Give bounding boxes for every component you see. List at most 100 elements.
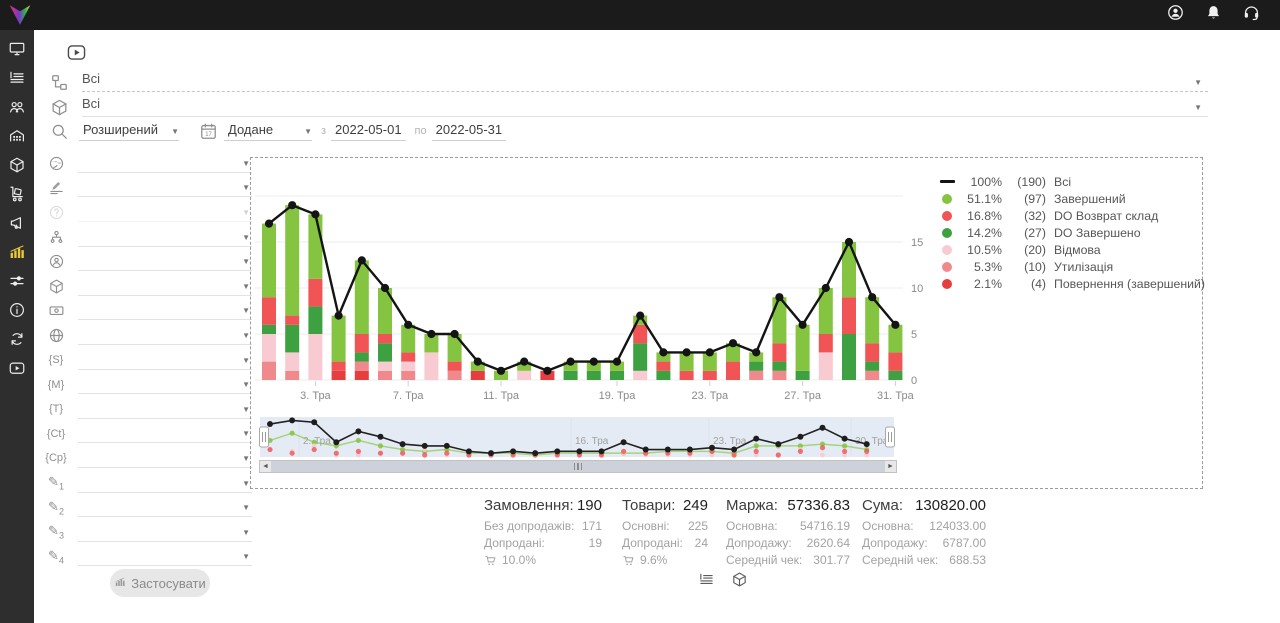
- warehouse-icon: [10, 129, 24, 141]
- sidebar-item-orders[interactable]: [0, 63, 34, 92]
- stat-sub-value: 225: [687, 519, 708, 533]
- filter-geo-select[interactable]: ▼: [78, 154, 252, 173]
- stat-sub-value: 688.53: [949, 553, 986, 567]
- product-filter-select[interactable]: Всі ▼: [82, 96, 1208, 117]
- filter-tag-ct-select[interactable]: ▼: [78, 424, 252, 444]
- stat-sub-label: Допродажу:: [726, 536, 792, 550]
- stat-sub-value: 6787.00: [942, 536, 986, 550]
- legend-item[interactable]: 10.5% (20) Відмова: [939, 241, 1205, 258]
- cube-icon: [49, 279, 63, 294]
- chevron-down-icon: ▼: [242, 404, 250, 414]
- date-field-select[interactable]: Додане ▼: [224, 122, 312, 141]
- filter-description: ▼: [44, 176, 252, 201]
- orders-status-chart[interactable]: 0 5 10 15 3. Тра 7. Тра 11. Тра 19. Тра 23. Тра 2…: [255, 168, 945, 413]
- chart-range-navigator[interactable]: 2. Тра 16. Тра 23. Тра 30. Тра: [259, 416, 899, 460]
- filter-row-product: Всі ▼: [50, 96, 1208, 117]
- scroll-left-button[interactable]: ◄: [260, 461, 271, 472]
- filter-custom-field-2-select[interactable]: ▼: [78, 498, 252, 518]
- navigator-handle[interactable]: [259, 426, 269, 448]
- filter-tag-m: {M} ▼: [44, 372, 252, 397]
- dot-marker-icon: [942, 278, 952, 289]
- filter-structure-select[interactable]: ▼: [78, 228, 252, 247]
- svg-text:30. Тра: 30. Тра: [855, 436, 889, 447]
- cube-icon: [10, 157, 24, 172]
- filter-manager-select[interactable]: ▼: [78, 252, 252, 272]
- sidebar-item-analytics[interactable]: [0, 237, 34, 266]
- svg-text:15: 15: [911, 237, 923, 249]
- filter-tag-t-select[interactable]: ▼: [78, 400, 252, 419]
- legend-item[interactable]: 5.3% (10) Утилізація: [939, 258, 1205, 275]
- dot-marker-icon: [942, 261, 952, 272]
- legend-item[interactable]: 100% (190) Всі: [939, 173, 1205, 190]
- date-to-input[interactable]: 2022-05-31: [431, 122, 507, 141]
- search-mode-select[interactable]: Розширений ▼: [79, 122, 179, 141]
- sidebar-item-integrations[interactable]: [0, 324, 34, 353]
- chartbars-icon: [10, 245, 24, 258]
- user-icon[interactable]: [1166, 3, 1185, 22]
- filter-row-dates: Розширений ▼ 17 Додане ▼ з 2022-05-01 по…: [50, 120, 507, 141]
- megaphone-icon: [10, 216, 21, 229]
- bell-icon[interactable]: [1204, 3, 1223, 22]
- sidebar-item-settings[interactable]: [0, 266, 34, 295]
- legend-percent: 5.3%: [973, 259, 1002, 274]
- chevron-down-icon[interactable]: ▼: [1194, 103, 1202, 112]
- scroll-right-button[interactable]: ►: [885, 461, 896, 472]
- chevron-down-icon[interactable]: ▼: [1194, 78, 1202, 87]
- legend-count: (4): [1030, 276, 1046, 291]
- legend-item[interactable]: 51.1% (97) Завершений: [939, 190, 1205, 207]
- sidebar-item-warehouse[interactable]: [0, 121, 34, 150]
- sidebar-item-marketing[interactable]: [0, 208, 34, 237]
- filter-source-select[interactable]: ▼: [78, 326, 252, 345]
- chevron-down-icon: ▼: [242, 527, 250, 537]
- entity-filter-select[interactable]: Всі ▼: [82, 71, 1208, 92]
- filter-custom-field-3-select[interactable]: ▼: [78, 523, 252, 542]
- sidebar-item-dashboard[interactable]: [0, 34, 34, 63]
- legend-count: (20): [1024, 242, 1046, 257]
- date-from-input[interactable]: 2022-05-01: [331, 122, 406, 141]
- pencil-icon: ✎4: [48, 548, 64, 566]
- stat-sub-label: Основна:: [726, 519, 778, 533]
- sidebar-item-purchases[interactable]: [0, 179, 34, 208]
- play-icon: [67, 45, 86, 60]
- filter-custom-field-4-select[interactable]: ▼: [78, 547, 252, 567]
- scrollbar-track[interactable]: [271, 461, 885, 472]
- app-logo: [9, 5, 31, 25]
- globeearth-icon: [49, 156, 63, 170]
- legend-item[interactable]: 2.1% (4) Повернення (завершений): [939, 275, 1205, 292]
- personcircle-icon: [49, 255, 63, 269]
- headset-icon[interactable]: [1242, 3, 1261, 22]
- legend-item[interactable]: 16.8% (32) DO Возврат склад: [939, 207, 1205, 224]
- navigator-handle[interactable]: [885, 426, 895, 448]
- stat-column: Маржа: 57336.83 Основна: 54716.19 Допрода…: [726, 497, 850, 568]
- sidebar-item-products[interactable]: [0, 150, 34, 179]
- chevron-down-icon: ▼: [242, 355, 250, 365]
- sidebar-item-info[interactable]: [0, 295, 34, 324]
- product-filter-value: Всі: [82, 96, 101, 111]
- filter-manager: ▼: [44, 249, 252, 274]
- filter-description-select[interactable]: ▼: [78, 178, 252, 198]
- filter-tag-m-select[interactable]: ▼: [78, 375, 252, 395]
- stat-sub-value: 301.77: [813, 553, 850, 567]
- filter-tag-s-select[interactable]: ▼: [78, 351, 252, 370]
- filter-tag-cp-select[interactable]: ▼: [78, 449, 252, 468]
- filter-help-select[interactable]: ▼: [78, 203, 252, 222]
- products-view-toggle[interactable]: [731, 571, 748, 588]
- filter-payment-select[interactable]: ▼: [78, 301, 252, 321]
- dot-marker-icon: [942, 227, 952, 238]
- date-to-label: по: [414, 125, 427, 137]
- pencil-icon: ✎2: [48, 498, 64, 517]
- svg-text:31. Тра: 31. Тра: [877, 390, 915, 402]
- chart-scrollbar[interactable]: ◄ ►: [259, 460, 897, 473]
- filter-product-select[interactable]: ▼: [78, 277, 252, 296]
- legend-item[interactable]: 14.2% (27) DO Завершено: [939, 224, 1205, 241]
- apply-button[interactable]: Застосувати: [110, 569, 210, 597]
- legend-percent: 14.2%: [967, 225, 1002, 240]
- sidebar-item-video-tutorials[interactable]: [0, 353, 34, 382]
- sidebar-item-clients[interactable]: [0, 92, 34, 121]
- orders-view-toggle[interactable]: [698, 571, 715, 588]
- entity-filter-value: Всі: [82, 71, 101, 86]
- svg-text:17: 17: [205, 132, 212, 138]
- filter-custom-field-1-select[interactable]: ▼: [78, 474, 252, 493]
- svg-text:0: 0: [911, 375, 917, 387]
- video-help-button[interactable]: [63, 42, 90, 63]
